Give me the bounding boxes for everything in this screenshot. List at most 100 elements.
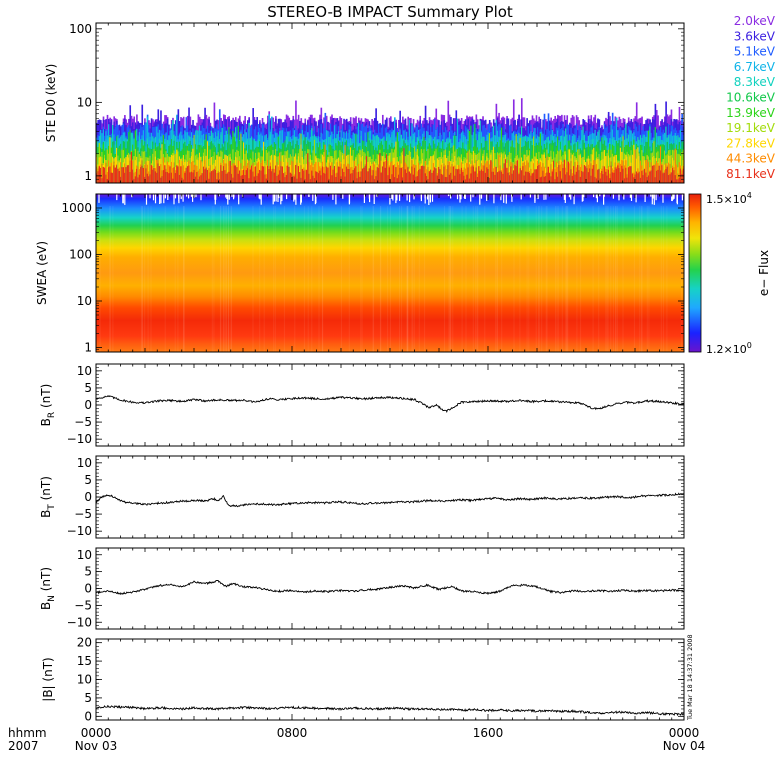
ste-bar-10 [217,172,220,183]
ste-bar-7 [479,149,482,183]
ste-bar-9 [554,168,557,183]
ste-bar-9 [172,168,174,183]
ste-bar-9 [398,165,400,183]
ste-bar-7 [142,151,145,183]
ste-bar-10 [587,172,590,183]
ste-bar-9 [312,166,315,183]
ste-bar-10 [383,161,385,183]
ste-bar-9 [444,165,447,183]
ste-bar-10 [391,174,393,183]
ste-bar-9 [133,172,136,183]
ste-bar-10 [463,175,466,183]
ste-bar-10 [500,171,503,183]
ste-bar-9 [225,163,228,183]
ste-bar-10 [373,179,376,183]
ste-bar-10 [478,166,480,183]
ste-bar-10 [307,153,309,183]
ste-bar-10 [495,166,498,183]
ste-bar-10 [444,176,447,183]
ste-bar-7 [519,137,522,183]
ste-bar-10 [272,168,275,183]
ste-bar-10 [566,172,569,183]
ste-bar-9 [208,168,210,183]
ste-bar-10 [335,177,337,183]
ste-bar-9 [331,162,333,183]
ste-bar-10 [450,172,452,183]
ste-bars [96,98,685,183]
ste-bar-7 [423,149,426,183]
ste-bar-9 [244,160,246,183]
ste-bar-10 [323,172,325,183]
ste-bar-9 [200,160,202,183]
ste-bar-9 [317,162,320,183]
ste-bar-10 [653,165,655,183]
ste-bar-10 [158,166,161,183]
ste-bar-9 [256,163,258,183]
ste-bar-10 [459,173,462,183]
ste-bar-10 [110,172,113,183]
legend-entry-3: 6.7keV [734,60,776,74]
ste-bar-10 [168,173,170,183]
ste-bar-10 [162,170,165,183]
ste-bar-10 [582,172,585,183]
ste-bar-10 [118,171,121,183]
ste-bar-7 [622,136,625,183]
ste-bar-8 [436,158,439,183]
ste-bar-10 [661,165,663,183]
ste-bar-10 [559,171,562,183]
ste-bar-9 [599,172,602,183]
ste-bar-10 [352,169,355,183]
ste-bar-8 [476,161,479,183]
ste-bar-6 [511,140,514,183]
ste-bar-10 [507,172,510,183]
ste-bar-8 [492,146,495,183]
ste-bar-10 [244,175,246,183]
ste-bar-8 [216,155,218,183]
ste-bar-10 [519,168,522,183]
ste-bar-10 [273,172,276,183]
ste-bar-10 [436,175,439,183]
ste-bar-10 [488,177,491,183]
ste-bar-9 [120,162,122,183]
ste-bar-9 [300,165,303,183]
ste-bar-10 [399,167,401,183]
y-label-main: STE D0 (keV) [44,64,58,143]
ste-bar-9 [415,165,418,183]
ste-bar-10 [140,167,142,183]
ste-bar-10 [142,167,145,183]
ste-bar-9 [308,162,311,183]
ste-bar-10 [361,168,364,183]
ste-bar-9 [340,163,343,183]
ste-bar-7 [106,149,109,183]
ste-bar-10 [466,174,468,183]
ste-bar-9 [356,172,359,183]
ste-bar-10 [126,165,129,183]
ste-bar-9 [291,160,293,183]
ste-bar-10 [245,170,248,183]
ste-bar-9 [197,170,200,183]
ste-bar-10 [255,166,257,183]
ste-bar-9 [336,162,339,183]
ste-bar-8 [631,155,634,183]
ste-bar-10 [562,168,565,183]
ste-bar-10 [369,165,372,183]
ste-bar-10 [641,170,643,183]
ste-bar-10 [357,171,360,183]
legend-entry-1: 3.6keV [734,29,776,43]
ste-bar-10 [233,165,236,183]
ste-bar-10 [125,167,128,183]
ste-bar-8 [518,159,520,183]
panel-y-label: STE D0 (keV) [44,64,58,143]
ste-bar-10 [196,172,198,183]
ste-bar-10 [104,168,106,183]
ste-bar-10 [577,165,579,183]
ste-bar-10 [355,166,357,183]
ste-bar-10 [439,169,442,183]
ste-bar-10 [669,174,671,183]
ste-bar-10 [629,166,631,183]
ste-bar-10 [593,165,595,183]
ste-bar-10 [621,165,623,183]
ste-bar-10 [113,165,116,183]
ste-bar-10 [148,176,150,183]
ste-bar-8 [133,156,136,183]
